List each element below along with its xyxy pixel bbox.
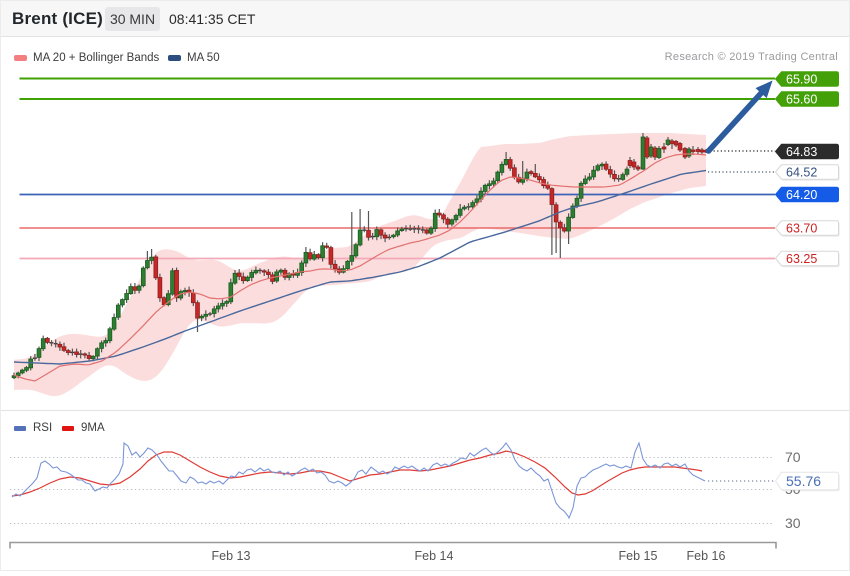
svg-text:55.76: 55.76 — [786, 473, 821, 489]
svg-text:64.20: 64.20 — [786, 188, 817, 202]
svg-text:70: 70 — [785, 449, 801, 465]
svg-text:65.90: 65.90 — [786, 72, 817, 86]
svg-text:64.52: 64.52 — [786, 165, 817, 179]
svg-text:Feb 16: Feb 16 — [687, 549, 726, 563]
svg-text:Feb 14: Feb 14 — [415, 549, 454, 563]
svg-text:65.60: 65.60 — [786, 92, 817, 106]
svg-text:63.25: 63.25 — [786, 252, 817, 266]
svg-text:30: 30 — [785, 515, 801, 531]
svg-text:63.70: 63.70 — [786, 221, 817, 235]
svg-text:64.83: 64.83 — [786, 145, 817, 159]
svg-text:Feb 13: Feb 13 — [212, 549, 251, 563]
svg-text:Feb 15: Feb 15 — [619, 549, 658, 563]
